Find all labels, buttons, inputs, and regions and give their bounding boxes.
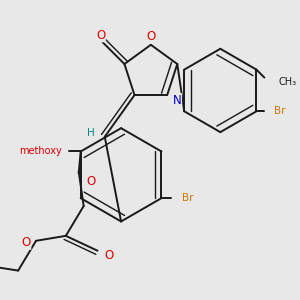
Text: O: O [146, 30, 155, 44]
Text: O: O [86, 175, 95, 188]
Text: Br: Br [274, 106, 286, 116]
Text: N: N [173, 94, 182, 106]
Text: H: H [87, 128, 95, 138]
Text: O: O [22, 236, 31, 249]
Text: methoxy: methoxy [20, 146, 62, 157]
Text: O: O [96, 29, 105, 42]
Text: Br: Br [182, 193, 193, 203]
Text: CH₃: CH₃ [278, 76, 296, 86]
Text: O: O [105, 249, 114, 262]
